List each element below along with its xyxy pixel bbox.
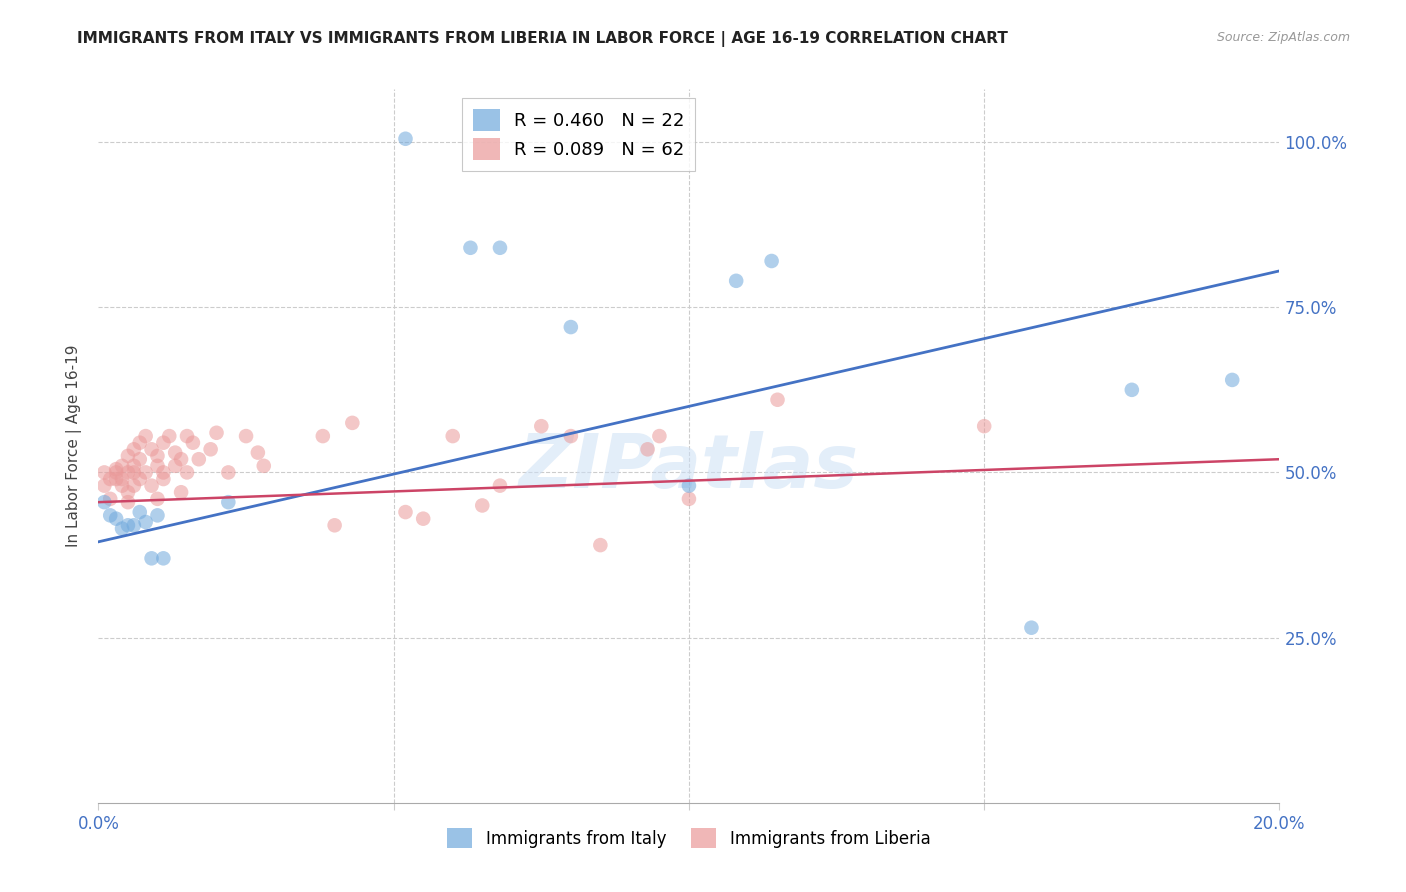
Point [98,508,121,523]
Point [176,429,198,443]
Point [117,485,139,500]
Point [152,472,174,486]
Point [117,466,139,480]
Point [589,538,612,552]
Point [98,472,121,486]
Point [170,485,193,500]
Point [122,518,145,533]
Point [105,466,128,480]
Point [1021,621,1043,635]
Y-axis label: In Labor Force | Age 16-19: In Labor Force | Age 16-19 [66,344,83,548]
Point [235,429,257,443]
Point [460,241,482,255]
Point [176,466,198,480]
Point [135,429,157,443]
Point [111,522,134,536]
Point [471,499,494,513]
Point [117,518,139,533]
Point [105,472,128,486]
Point [441,429,464,443]
Point [489,478,512,492]
Point [128,472,150,486]
Point [312,429,335,443]
Text: IMMIGRANTS FROM ITALY VS IMMIGRANTS FROM LIBERIA IN LABOR FORCE | AGE 16-19 CORR: IMMIGRANTS FROM ITALY VS IMMIGRANTS FROM… [77,31,1008,47]
Point [205,425,228,440]
Point [530,419,553,434]
Point [146,449,169,463]
Point [1121,383,1143,397]
Point [394,505,416,519]
Text: ZIPatlas: ZIPatlas [519,431,859,504]
Point [93,495,115,509]
Point [217,495,239,509]
Point [152,435,174,450]
Point [117,449,139,463]
Point [394,132,416,146]
Point [157,429,180,443]
Point [489,241,512,255]
Point [187,452,209,467]
Point [342,416,364,430]
Point [560,429,582,443]
Point [323,518,346,533]
Point [560,320,582,334]
Point [105,462,128,476]
Point [105,511,128,525]
Point [122,466,145,480]
Point [128,505,150,519]
Point [141,551,163,566]
Point [146,458,169,473]
Point [766,392,789,407]
Point [246,445,269,459]
Point [111,478,134,492]
Point [141,478,163,492]
Point [152,551,174,566]
Point [135,466,157,480]
Point [141,442,163,457]
Point [725,274,748,288]
Point [146,508,169,523]
Point [217,466,239,480]
Point [152,466,174,480]
Point [181,435,204,450]
Point [761,254,783,268]
Point [678,478,700,492]
Text: Source: ZipAtlas.com: Source: ZipAtlas.com [1216,31,1350,45]
Point [648,429,671,443]
Point [128,435,150,450]
Point [165,458,187,473]
Point [122,442,145,457]
Point [128,452,150,467]
Point [122,458,145,473]
Point [98,491,121,506]
Point [678,491,700,506]
Point [973,419,995,434]
Point [135,515,157,529]
Point [111,458,134,473]
Point [111,472,134,486]
Point [170,452,193,467]
Point [93,466,115,480]
Point [117,495,139,509]
Legend: Immigrants from Italy, Immigrants from Liberia: Immigrants from Italy, Immigrants from L… [441,822,936,855]
Point [93,478,115,492]
Point [165,445,187,459]
Point [200,442,222,457]
Point [412,511,434,525]
Point [122,478,145,492]
Point [637,442,659,457]
Point [146,491,169,506]
Point [1220,373,1243,387]
Point [253,458,276,473]
